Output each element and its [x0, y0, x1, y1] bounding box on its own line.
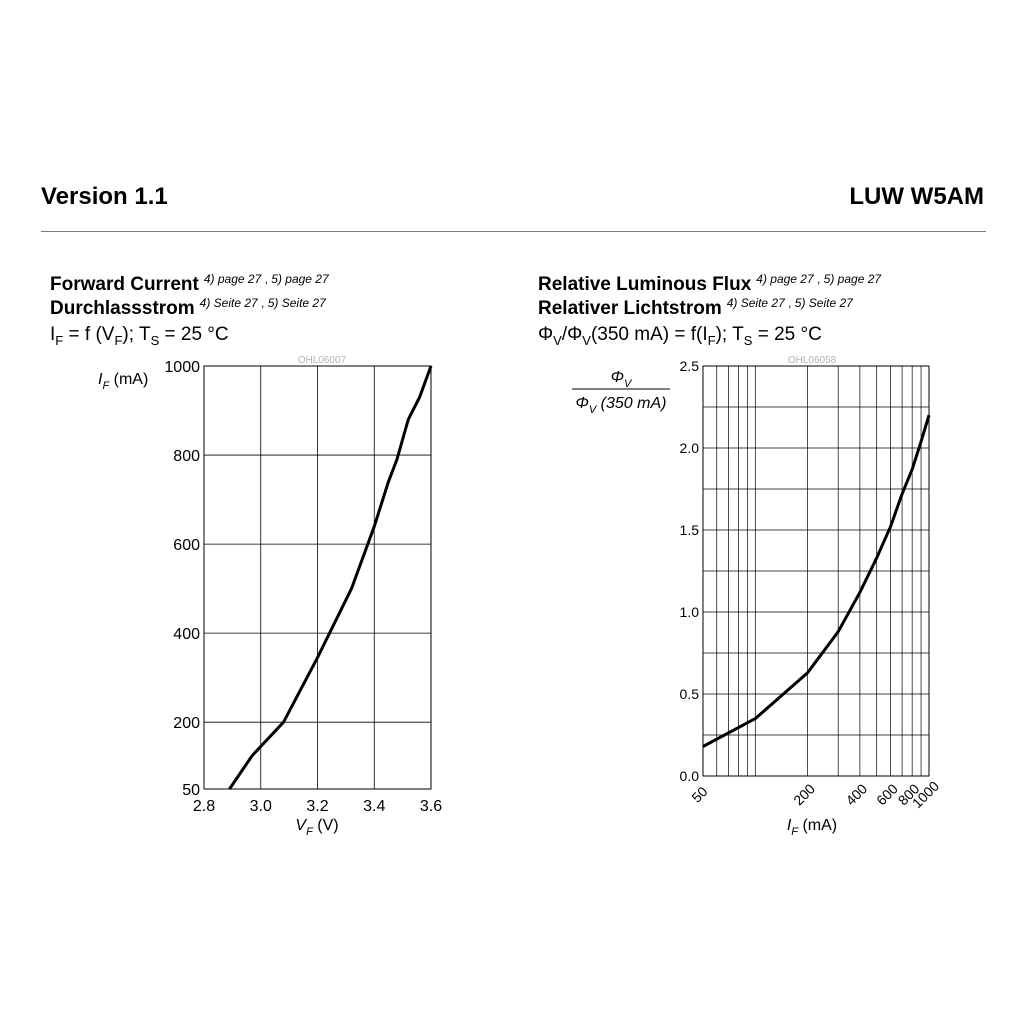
chart1-xtick-label: 3.2 [306, 798, 328, 815]
chart2-formula-b: /Φ [561, 324, 583, 345]
chart1-code: OHL06007 [298, 355, 347, 366]
chart2-code: OHL06058 [788, 355, 837, 366]
chart2-ytick-label: 0.5 [680, 686, 700, 702]
chart1-ylabel: IF (mA) [98, 371, 148, 392]
chart1-formula: IF = f (VF); TS = 25 °C [50, 324, 229, 348]
chart1-formula-a: I [50, 324, 56, 345]
chart1-title-en-text: Forward Current [50, 274, 199, 295]
chart2-ylabel-denominator: ΦV (350 mA) [576, 395, 667, 416]
chart1-ref-de: 4) Seite 27 , 5) Seite 27 [199, 296, 326, 310]
chart2-formula-a-sub: V [553, 332, 562, 348]
chart1-title-de: Durchlassstrom 4) Seite 27 , 5) Seite 27 [50, 296, 326, 320]
chart2-curve [702, 414, 931, 748]
chart2-formula-e: = 25 °C [752, 324, 822, 345]
chart1-ytick-label: 600 [173, 537, 200, 554]
chart1-ref-de-b: 5) Seite 27 [267, 296, 326, 310]
chart1-ref-en-b: 5) page 27 [271, 272, 329, 286]
chart2-formula-c-sub: F [707, 332, 716, 348]
chart2-title-de: Relativer Lichtstrom 4) Seite 27 , 5) Sei… [538, 296, 853, 320]
chart2-ytick-label: 1.5 [680, 522, 700, 538]
product-name: LUW W5AM [849, 183, 984, 210]
chart1-ytick-label: 800 [173, 448, 200, 465]
chart2-title-en-text: Relative Luminous Flux [538, 274, 752, 295]
chart1-xlabel: VF (V) [295, 817, 338, 838]
chart2-formula-d: ); T [715, 324, 744, 345]
chart2-xtick-label: 200 [790, 780, 818, 808]
chart1-ytick-label: 1000 [164, 359, 200, 376]
header-rule [41, 231, 986, 232]
chart2-ref-en-a: 4) page 27 [756, 272, 814, 286]
chart1-ref-en: 4) page 27 , 5) page 27 [203, 272, 329, 286]
chart1-curve [228, 365, 433, 790]
chart1-ytick-label: 400 [173, 626, 200, 643]
chart1-xtick-label: 2.8 [193, 798, 215, 815]
chart1-title-de-text: Durchlassstrom [50, 298, 195, 319]
chart2-formula-b-sub: V [582, 332, 591, 348]
chart1-formula-b: = f (V [63, 324, 115, 345]
chart2-ytick-label: 2.0 [680, 440, 700, 456]
chart2-ytick-label: 0.0 [680, 768, 700, 784]
chart2-ref-de-b: 5) Seite 27 [794, 296, 853, 310]
chart1-xtick-label: 3.6 [420, 798, 442, 815]
chart1-xtick-label: 3.0 [250, 798, 272, 815]
chart2-ylabel-numerator: ΦV [611, 369, 633, 390]
chart2-xtick-label: 50 [688, 783, 710, 805]
chart1-ytick-label: 200 [173, 715, 200, 732]
chart1-ytick-label: 50 [182, 782, 200, 799]
chart2-xlabel: IF (mA) [787, 817, 837, 838]
chart2-formula-a: Φ [538, 324, 554, 345]
chart1-group: 2.8 3.0 3.2 3.4 3.6 50 200 400 600 800 1000 OHL0600… [164, 355, 442, 815]
chart2-ytick-label: 2.5 [680, 358, 700, 374]
chart2-group: 0.00.51.01.52.02.550 200 400 6008001000OHL0… [680, 355, 943, 811]
chart1-ref-de-a: 4) Seite 27 [199, 296, 258, 310]
chart1-title-en: Forward Current 4) page 27 , 5) page 27 [50, 272, 329, 296]
chart2-xtick-label: 400 [842, 780, 870, 808]
chart1-formula-a-sub: F [55, 332, 64, 348]
chart2-title-en: Relative Luminous Flux 4) page 27 , 5) pa… [538, 272, 882, 296]
chart2-formula: ΦV/ΦV(350 mA) = f(IF); TS = 25 °C [538, 324, 822, 348]
chart1-ref-en-a: 4) page 27 [203, 272, 262, 286]
chart2-formula-d-sub: S [743, 332, 753, 348]
chart1-formula-b-sub: F [114, 332, 123, 348]
chart1-xtick-label: 3.4 [363, 798, 385, 815]
chart1-formula-c-sub: S [150, 332, 160, 348]
chart2-ref-en: 4) page 27 , 5) page 27 [756, 272, 882, 286]
document-version: Version 1.1 [41, 183, 168, 210]
chart2-xtick-label: 1000 [909, 778, 942, 811]
chart2-formula-c: (350 mA) = f(I [590, 324, 708, 345]
chart1-formula-c: ); T [122, 324, 151, 345]
chart2-ref-de: 4) Seite 27 , 5) Seite 27 [726, 296, 853, 310]
chart2-title-de-text: Relativer Lichtstrom [538, 298, 722, 319]
chart2-ytick-label: 1.0 [680, 604, 700, 620]
chart2-ref-de-a: 4) Seite 27 [726, 296, 785, 310]
chart1-formula-d: = 25 °C [159, 324, 229, 345]
chart2-ref-en-b: 5) page 27 [823, 272, 882, 286]
